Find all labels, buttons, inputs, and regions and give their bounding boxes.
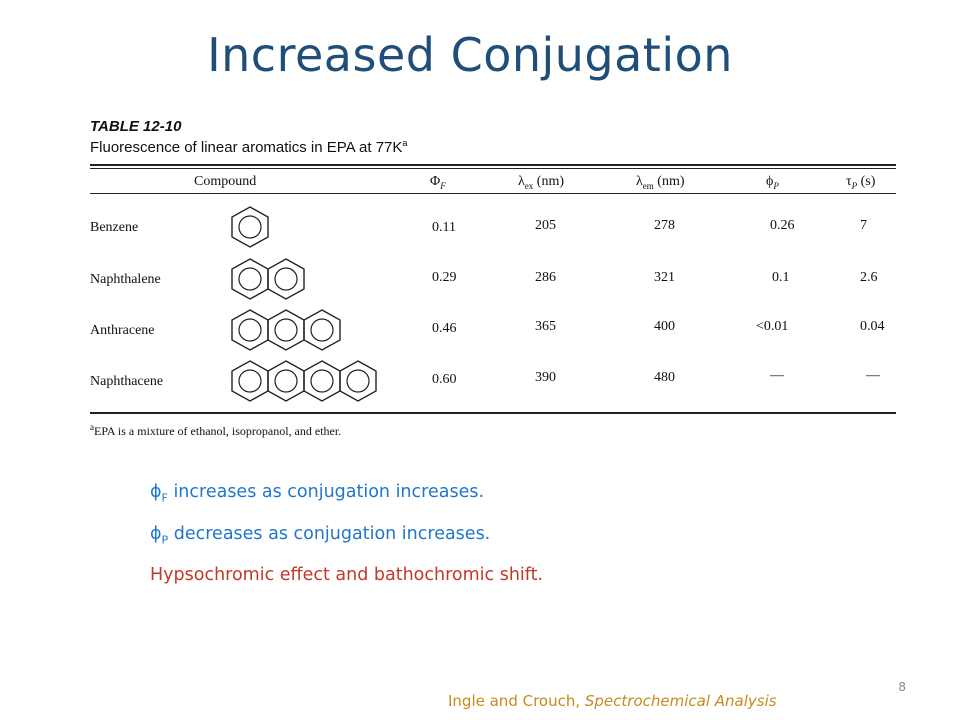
row-label-anthracene: Anthracene — [90, 323, 155, 338]
header-lambda-ex: λex (nm) — [518, 174, 564, 191]
header-lambda-em-symbol: λ — [636, 174, 643, 189]
slide-title: Increased Conjugation — [207, 28, 733, 82]
bullet-phi-p-symbol: ϕ — [150, 523, 162, 544]
table-description: Fluorescence of linear aromatics in EPA … — [90, 138, 407, 156]
cell-phi-f: 0.46 — [432, 321, 457, 336]
bullet-phi-p: ϕP decreases as conjugation increases. — [150, 524, 543, 547]
table-rule-header — [90, 193, 896, 194]
cell-tau-p: 0.04 — [860, 319, 885, 334]
cell-lambda-ex: 286 — [535, 270, 556, 285]
cell-tau-p: — — [866, 368, 880, 383]
row-label-benzene: Benzene — [90, 220, 139, 235]
table-description-text: Fluorescence of linear aromatics in EPA … — [90, 139, 403, 156]
bullet-list: ϕF increases as conjugation increases. ϕ… — [150, 482, 543, 604]
citation: Ingle and Crouch, Spectrochemical Analys… — [448, 692, 777, 710]
header-tau-p-symbol: τ — [846, 174, 852, 189]
citation-authors: Ingle and Crouch, — [448, 692, 585, 710]
cell-phi-f: 0.60 — [432, 372, 457, 387]
table-rule-top — [90, 164, 896, 166]
bullet-hypsochromic: Hypsochromic effect and bathochromic shi… — [150, 565, 544, 585]
header-lambda-ex-sub: ex — [524, 180, 534, 191]
bullet-phi-f: ϕF increases as conjugation increases. — [150, 482, 543, 505]
citation-work: Spectrochemical Analysis — [584, 692, 777, 710]
anthracene-structure-icon — [231, 309, 341, 351]
cell-lambda-em: 278 — [654, 218, 675, 233]
table-footnote-text: EPA is a mixture of ethanol, isopropanol… — [94, 424, 342, 438]
cell-lambda-ex: 365 — [535, 319, 556, 334]
cell-phi-p: — — [770, 368, 784, 383]
fluorescence-table: TABLE 12-10 Fluorescence of linear aroma… — [90, 118, 900, 440]
header-phi-p: ϕP — [766, 174, 779, 191]
page-number: 8 — [898, 680, 906, 694]
header-compound: Compound — [194, 174, 257, 189]
row-label-naphthacene: Naphthacene — [90, 374, 164, 389]
cell-lambda-ex: 390 — [535, 370, 556, 385]
cell-lambda-em: 321 — [654, 270, 675, 285]
cell-lambda-ex: 205 — [535, 218, 556, 233]
bullet-phi-p-sub: P — [161, 533, 169, 546]
header-phi-f: ΦF — [430, 174, 446, 191]
header-lambda-em-sub: em — [642, 180, 654, 191]
table-footnote: aEPA is a mixture of ethanol, isopropano… — [90, 422, 341, 439]
header-phi-p-symbol: ϕ — [766, 174, 774, 189]
header-tau-p-sub: P — [851, 180, 858, 191]
naphthacene-structure-icon — [231, 360, 377, 402]
cell-phi-p: 0.26 — [770, 218, 795, 233]
header-lambda-ex-symbol: λ — [518, 174, 525, 189]
naphthalene-structure-icon — [231, 258, 305, 300]
header-lambda-ex-unit: (nm) — [533, 174, 565, 189]
header-lambda-em-unit: (nm) — [653, 174, 685, 189]
header-lambda-em: λem (nm) — [636, 174, 685, 191]
bullet-phi-p-text: decreases as conjugation increases. — [168, 523, 491, 544]
cell-tau-p: 2.6 — [860, 270, 878, 285]
cell-lambda-em: 480 — [654, 370, 675, 385]
cell-phi-p: <0.01 — [756, 319, 789, 334]
header-tau-p-unit: (s) — [857, 174, 876, 189]
cell-lambda-em: 400 — [654, 319, 675, 334]
table-rule-bottom — [90, 412, 896, 414]
header-phi-p-sub: P — [773, 180, 779, 191]
header-phi-f-symbol: Φ — [430, 174, 441, 189]
benzene-structure-icon — [231, 206, 269, 248]
table-caption: TABLE 12-10 — [90, 118, 182, 135]
table-rule-top-thin — [90, 168, 896, 169]
cell-phi-f: 0.29 — [432, 270, 457, 285]
bullet-phi-f-text: increases as conjugation increases. — [167, 482, 485, 502]
row-label-naphthalene: Naphthalene — [90, 272, 161, 287]
cell-tau-p: 7 — [860, 218, 867, 233]
table-footnote-sup: a — [90, 422, 94, 432]
bullet-phi-f-sub: F — [161, 491, 168, 505]
header-phi-f-sub: F — [440, 180, 446, 191]
bullet-phi-f-symbol: ϕ — [150, 482, 162, 502]
table-description-sup: a — [402, 138, 408, 148]
cell-phi-p: 0.1 — [772, 270, 790, 285]
cell-phi-f: 0.11 — [432, 220, 456, 235]
header-tau-p: τP (s) — [846, 174, 875, 191]
